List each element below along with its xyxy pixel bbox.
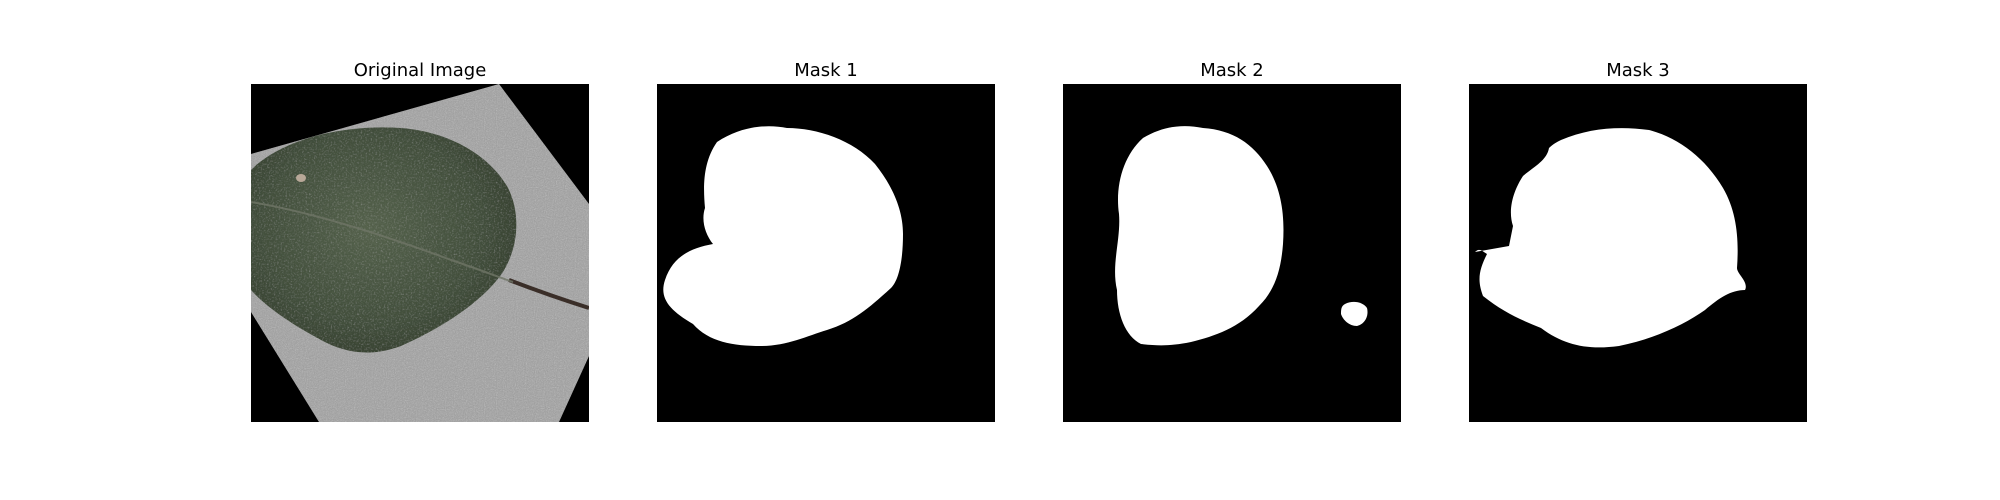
mask-blob <box>1341 301 1368 326</box>
panel-title: Original Image <box>353 60 487 81</box>
panel-title: Mask 2 <box>1200 60 1264 81</box>
mask-image <box>657 84 995 422</box>
mask-image <box>1063 84 1401 422</box>
mask-foreground <box>1115 126 1284 346</box>
panel-original-image: Original Image <box>251 58 589 422</box>
panel-mask-1: Mask 1 <box>657 58 995 422</box>
panel-mask-3: Mask 3 <box>1469 58 1807 422</box>
mask-foreground <box>663 126 903 346</box>
panel-title: Mask 1 <box>794 60 858 81</box>
mask-foreground <box>1475 128 1746 348</box>
leaf-photo <box>251 84 589 422</box>
panel-title: Mask 3 <box>1606 60 1670 81</box>
panel-mask-2: Mask 2 <box>1063 58 1401 422</box>
mask-image <box>1469 84 1807 422</box>
